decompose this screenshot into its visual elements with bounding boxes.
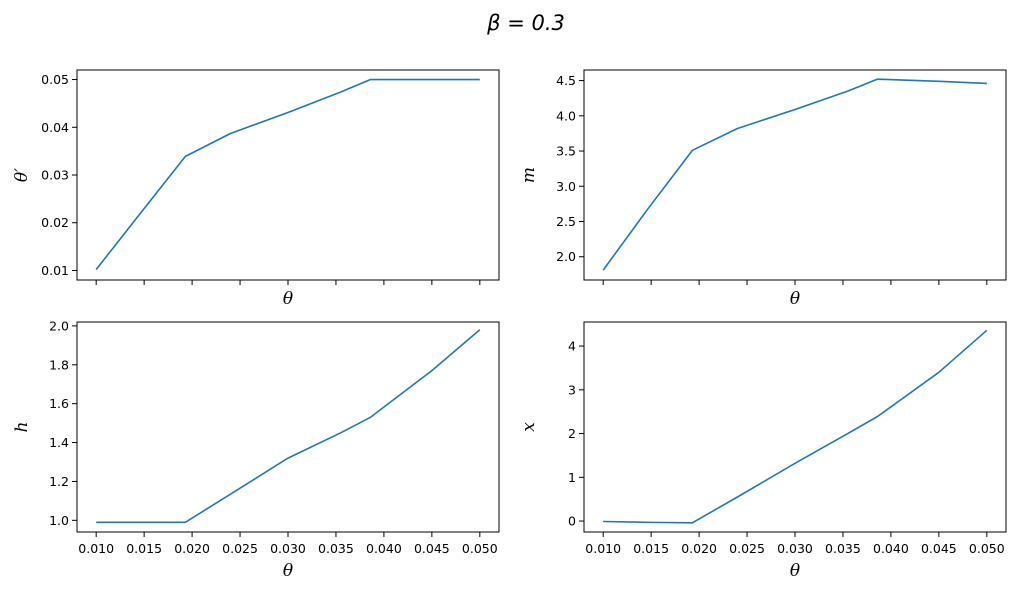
- y-tick-label: 0.02: [41, 215, 69, 230]
- subplot-x: 0.010 0.015 0.020 0.025 0.030 0.035 0.040 0.045…: [519, 321, 1007, 581]
- y-axis-label: h: [12, 422, 32, 433]
- x-axis-label: θ: [790, 561, 800, 581]
- x-tick-label: 0.015: [126, 541, 162, 556]
- axes-frame: [583, 321, 1007, 533]
- y-tick-label: 2.0: [49, 318, 69, 333]
- x-tick-label: 0.045: [414, 541, 450, 556]
- y-tick-label: 3.5: [556, 144, 576, 159]
- x-tick-label: 0.040: [873, 541, 909, 556]
- series-line: [96, 329, 481, 524]
- axes-frame: [76, 321, 500, 533]
- axes-frame: [76, 69, 500, 281]
- x-tick-label: 0.050: [969, 541, 1005, 556]
- x-axis-label: θ: [283, 561, 293, 581]
- y-tick-label: 0.03: [41, 168, 69, 183]
- series-line: [602, 78, 987, 271]
- y-tick-label: 4: [568, 339, 576, 354]
- y-tick-label: 0.05: [41, 72, 69, 87]
- x-axis-label: θ: [790, 289, 800, 309]
- subplot-h: 0.010 0.015 0.020 0.025 0.030 0.035 0.040 0.045…: [12, 318, 500, 581]
- x-tick-label: 0.045: [921, 541, 957, 556]
- x-tick-label: 0.010: [585, 541, 621, 556]
- y-tick-label: 4.0: [556, 108, 576, 123]
- x-axis-label: θ: [283, 289, 293, 309]
- x-tick-label: 0.030: [270, 541, 306, 556]
- subplot-m: 2.0 2.5 3.0 3.5 4.0 4.5 θ m: [519, 69, 1007, 309]
- figure-suptitle: β = 0.3: [486, 11, 565, 35]
- x-tick-label: 0.020: [174, 541, 210, 556]
- x-tick-label: 0.035: [318, 541, 354, 556]
- x-tick-label: 0.025: [729, 541, 765, 556]
- y-tick-label: 1.2: [49, 474, 69, 489]
- subplot-grid: 0.01 0.02 0.03 0.04 0.05 θ θ′ 2.0 2.5 3.0 3.5 4.0 4.…: [12, 69, 1007, 581]
- y-tick-label: 1.0: [49, 513, 69, 528]
- y-tick-label: 3: [568, 382, 576, 397]
- x-tick-label: 0.040: [366, 541, 402, 556]
- y-tick-label: 1.4: [49, 435, 69, 450]
- y-tick-label: 1.6: [49, 396, 69, 411]
- y-axis-label: θ′: [12, 168, 32, 182]
- y-axis-label: x: [519, 422, 539, 432]
- y-tick-label: 3.0: [556, 179, 576, 194]
- y-tick-label: 0: [568, 514, 576, 529]
- x-tick-label: 0.010: [78, 541, 114, 556]
- axes-frame: [583, 69, 1007, 281]
- y-axis-label: m: [519, 167, 539, 183]
- x-tick-label: 0.050: [462, 541, 498, 556]
- y-tick-label: 2.0: [556, 249, 576, 264]
- x-tick-label: 0.025: [222, 541, 258, 556]
- y-tick-label: 0.04: [41, 120, 69, 135]
- y-tick-label: 1.8: [49, 357, 69, 372]
- x-tick-label: 0.030: [777, 541, 813, 556]
- y-tick-label: 0.01: [41, 263, 69, 278]
- x-tick-label: 0.035: [825, 541, 861, 556]
- subplot-theta-prime: 0.01 0.02 0.03 0.04 0.05 θ θ′: [12, 69, 500, 309]
- series-line: [95, 78, 480, 270]
- x-tick-label: 0.020: [681, 541, 717, 556]
- y-tick-label: 2: [568, 426, 576, 441]
- x-tick-label: 0.015: [633, 541, 669, 556]
- series-line: [603, 329, 988, 524]
- y-tick-label: 4.5: [556, 73, 576, 88]
- y-tick-label: 1: [568, 470, 576, 485]
- y-tick-label: 2.5: [556, 214, 576, 229]
